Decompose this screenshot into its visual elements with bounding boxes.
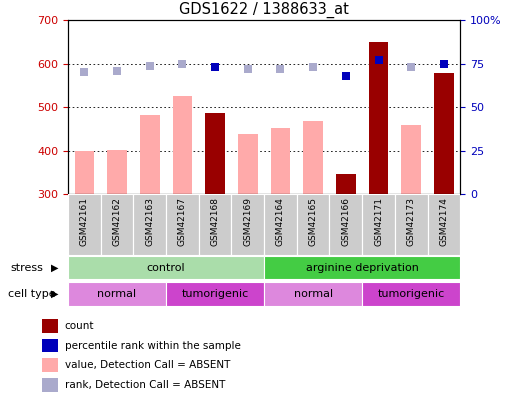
Text: GSM42171: GSM42171	[374, 198, 383, 246]
Bar	[74, 151, 94, 194]
Bar	[42, 339, 58, 352]
Text: GSM42168: GSM42168	[211, 198, 220, 246]
Bar	[297, 194, 329, 255]
Bar	[329, 194, 362, 255]
Bar	[369, 42, 388, 194]
Text: GSM42166: GSM42166	[342, 198, 350, 246]
Text: ▶: ▶	[51, 289, 59, 299]
Text: tumorigenic: tumorigenic	[181, 289, 249, 299]
Text: cell type: cell type	[8, 289, 55, 299]
Bar	[68, 282, 166, 306]
Title: GDS1622 / 1388633_at: GDS1622 / 1388633_at	[179, 1, 349, 17]
Bar	[173, 96, 192, 194]
Bar	[68, 194, 100, 255]
Bar	[42, 358, 58, 372]
Bar	[362, 194, 395, 255]
Text: normal: normal	[293, 289, 333, 299]
Bar	[199, 194, 231, 255]
Text: GSM42163: GSM42163	[145, 198, 154, 246]
Bar	[42, 319, 58, 333]
Bar	[362, 282, 460, 306]
Bar	[42, 378, 58, 392]
Bar	[238, 134, 257, 194]
Bar	[166, 194, 199, 255]
Text: arginine deprivation: arginine deprivation	[306, 263, 418, 273]
Text: GSM42162: GSM42162	[112, 198, 121, 246]
Bar	[303, 121, 323, 194]
Bar	[395, 194, 428, 255]
Bar	[133, 194, 166, 255]
Bar	[231, 194, 264, 255]
Bar	[206, 113, 225, 194]
Text: GSM42169: GSM42169	[243, 198, 252, 246]
Bar	[264, 282, 362, 306]
Bar	[271, 128, 290, 194]
Text: control: control	[147, 263, 185, 273]
Text: percentile rank within the sample: percentile rank within the sample	[65, 341, 241, 351]
Text: stress: stress	[10, 263, 43, 273]
Text: value, Detection Call = ABSENT: value, Detection Call = ABSENT	[65, 360, 230, 370]
Text: normal: normal	[97, 289, 137, 299]
Bar	[428, 194, 460, 255]
Text: GSM42167: GSM42167	[178, 198, 187, 246]
Bar	[434, 73, 453, 194]
Bar	[336, 174, 356, 194]
Text: count: count	[65, 321, 94, 331]
Bar	[264, 194, 297, 255]
Text: tumorigenic: tumorigenic	[378, 289, 445, 299]
Bar	[140, 115, 160, 194]
Text: rank, Detection Call = ABSENT: rank, Detection Call = ABSENT	[65, 380, 225, 390]
Bar	[166, 282, 264, 306]
Text: GSM42164: GSM42164	[276, 198, 285, 246]
Bar	[100, 194, 133, 255]
Bar	[402, 125, 421, 194]
Text: ▶: ▶	[51, 263, 59, 273]
Bar	[68, 256, 264, 279]
Text: GSM42174: GSM42174	[439, 198, 448, 246]
Bar	[264, 256, 460, 279]
Text: GSM42161: GSM42161	[80, 198, 89, 246]
Bar	[107, 150, 127, 194]
Text: GSM42173: GSM42173	[407, 198, 416, 246]
Text: GSM42165: GSM42165	[309, 198, 317, 246]
